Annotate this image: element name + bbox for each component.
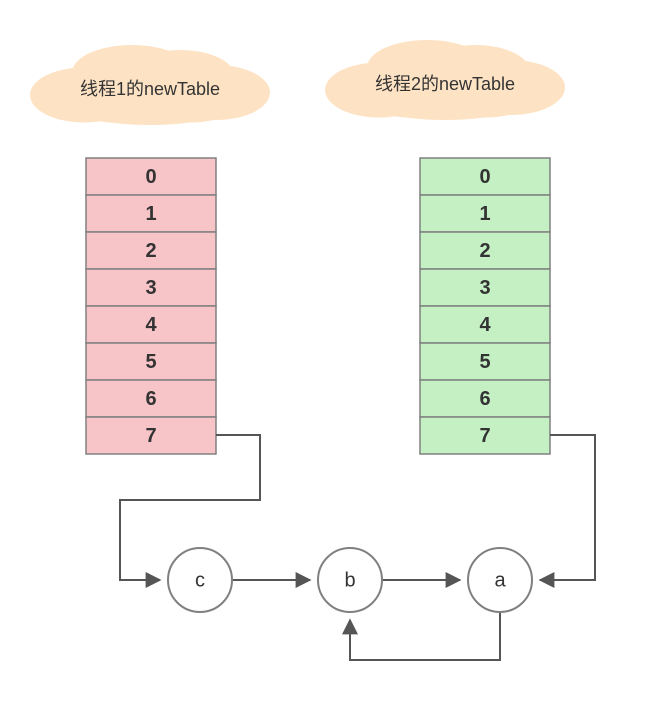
table1-cell-2-label: 2: [145, 240, 156, 262]
table1-cell-1-label: 1: [145, 203, 156, 225]
e-t2-a: [540, 435, 595, 580]
table2-cell-7-label: 7: [479, 425, 490, 447]
table2-cell-6-label: 6: [479, 388, 490, 410]
diagram-canvas: 线程1的newTable 线程2的newTable 0 1 2 3 4 5 6 7 0 1 2 3 4 5 6 7…: [0, 0, 670, 714]
cloud2: 线程2的newTable: [325, 40, 565, 120]
node-b: b: [318, 548, 382, 612]
table1-cell-4-label: 4: [145, 314, 157, 336]
node-a-label: a: [494, 569, 506, 591]
e-a-b: [350, 612, 500, 660]
node-b-label: b: [344, 569, 355, 591]
table1-cell-3-label: 3: [145, 277, 156, 299]
table1-cell-5-label: 5: [145, 351, 156, 373]
table2-cell-0-label: 0: [479, 166, 490, 188]
table1-cell-6-label: 6: [145, 388, 156, 410]
table1: 0 1 2 3 4 5 6 7: [86, 158, 216, 454]
table2-cell-4-label: 4: [479, 314, 491, 336]
table1-cell-7-label: 7: [145, 425, 156, 447]
cloud1-label: 线程1的newTable: [80, 79, 220, 99]
cloud2-label: 线程2的newTable: [375, 74, 515, 94]
table2-cell-1-label: 1: [479, 203, 490, 225]
table2: 0 1 2 3 4 5 6 7: [420, 158, 550, 454]
table1-cell-0-label: 0: [145, 166, 156, 188]
node-c: c: [168, 548, 232, 612]
cloud1: 线程1的newTable: [30, 45, 270, 125]
table2-cell-5-label: 5: [479, 351, 490, 373]
node-c-label: c: [195, 569, 205, 591]
table2-cell-2-label: 2: [479, 240, 490, 262]
node-a: a: [468, 548, 532, 612]
table2-cell-3-label: 3: [479, 277, 490, 299]
